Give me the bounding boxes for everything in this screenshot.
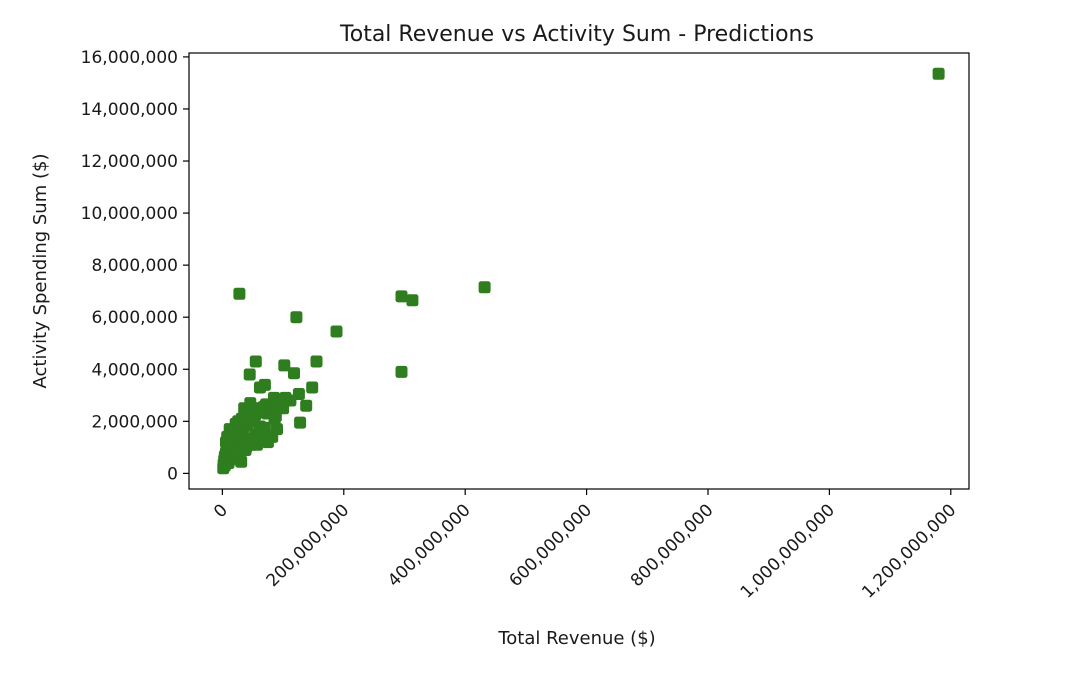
data-point (249, 355, 262, 368)
x-tick-label: 1,000,000,000 (737, 500, 839, 602)
data-point (395, 365, 408, 378)
data-point (294, 416, 307, 429)
data-point (268, 412, 281, 425)
data-point (240, 441, 253, 454)
x-axis-ticks: 0 200,000,000 400,000,000 600,000,000 800,00… (210, 489, 960, 602)
data-point (932, 67, 945, 80)
data-point (395, 290, 408, 303)
y-tick-label: 8,000,000 (91, 256, 178, 276)
x-tick-label: 600,000,000 (506, 500, 597, 591)
data-point (244, 397, 257, 410)
data-point (277, 402, 290, 415)
data-point (254, 381, 266, 394)
data-point (406, 294, 419, 307)
y-tick-label: 6,000,000 (91, 308, 178, 328)
data-point (233, 287, 246, 300)
data-point (279, 391, 292, 404)
data-point (229, 446, 242, 459)
data-point (254, 420, 266, 433)
data-point (254, 433, 267, 446)
x-axis-label: Total Revenue ($) (497, 628, 655, 649)
data-point (224, 430, 237, 443)
plot-frame (188, 52, 970, 490)
data-point (271, 423, 283, 436)
chart-title: Total Revenue vs Activity Sum - Predicti… (339, 22, 814, 47)
y-axis-label: Activity Spending Sum ($) (30, 154, 51, 389)
y-axis-ticks: 0 2,000,000 4,000,000 6,000,000 8,000,000 10,… (81, 48, 189, 484)
data-point (300, 399, 313, 412)
x-tick-label: 200,000,000 (263, 500, 354, 591)
data-point (232, 415, 245, 428)
data-point (478, 281, 491, 294)
data-points (217, 67, 945, 475)
y-tick-label: 16,000,000 (81, 48, 178, 68)
y-tick-label: 12,000,000 (81, 152, 178, 172)
y-tick-label: 10,000,000 (81, 204, 178, 224)
x-tick-label: 0 (210, 500, 232, 522)
y-tick-label: 2,000,000 (91, 412, 178, 432)
x-tick-label: 1,200,000,000 (858, 500, 960, 602)
data-point (330, 325, 343, 338)
data-point (278, 359, 291, 372)
y-tick-label: 0 (167, 464, 178, 484)
y-tick-label: 4,000,000 (91, 360, 178, 380)
data-point (306, 381, 319, 394)
data-point (290, 311, 303, 324)
data-point (288, 367, 300, 380)
x-tick-label: 800,000,000 (627, 500, 718, 591)
data-point (243, 368, 256, 381)
y-tick-label: 14,000,000 (81, 100, 178, 120)
x-tick-label: 400,000,000 (384, 500, 475, 591)
data-point (310, 355, 323, 368)
